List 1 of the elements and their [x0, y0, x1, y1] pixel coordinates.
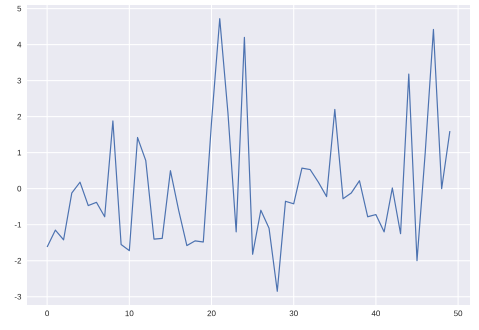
- line-series: [46, 18, 450, 292]
